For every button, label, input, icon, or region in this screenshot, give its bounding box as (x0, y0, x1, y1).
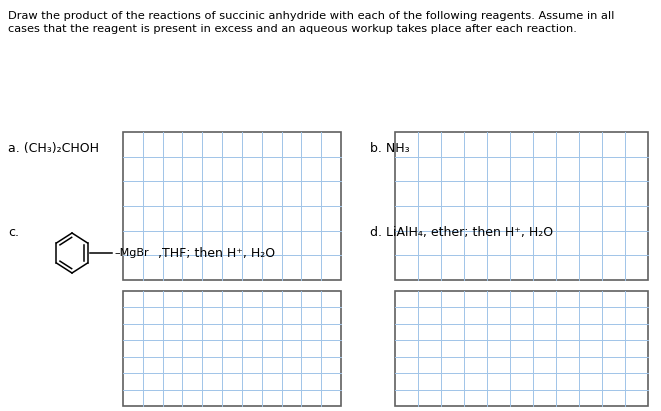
Text: ,THF; then H⁺, H₂O: ,THF; then H⁺, H₂O (150, 247, 275, 259)
Text: Draw the product of the reactions of succinic anhydride with each of the followi: Draw the product of the reactions of suc… (8, 11, 614, 34)
Text: –MgBr: –MgBr (114, 248, 149, 258)
Bar (123, 291, 341, 406)
Text: c.: c. (8, 226, 19, 239)
Bar (123, 132, 341, 280)
Text: b. NH₃: b. NH₃ (370, 142, 410, 155)
Text: a. (CH₃)₂CHOH: a. (CH₃)₂CHOH (8, 142, 99, 155)
Bar (395, 132, 648, 280)
Text: d. LiAlH₄, ether; then H⁺, H₂O: d. LiAlH₄, ether; then H⁺, H₂O (370, 226, 553, 239)
Bar (395, 291, 648, 406)
